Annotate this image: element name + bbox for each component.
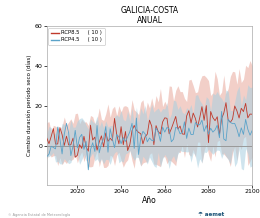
Text: ☂ aemet: ☂ aemet [198, 212, 224, 217]
X-axis label: Año: Año [142, 196, 157, 205]
Legend: RCP8.5     ( 10 ), RCP4.5     ( 10 ): RCP8.5 ( 10 ), RCP4.5 ( 10 ) [48, 28, 105, 45]
Text: © Agencia Estatal de Meteorología: © Agencia Estatal de Meteorología [8, 213, 70, 217]
Y-axis label: Cambio duración período seco (días): Cambio duración período seco (días) [27, 55, 32, 157]
Title: GALICIA-COSTA
ANUAL: GALICIA-COSTA ANUAL [120, 6, 179, 25]
